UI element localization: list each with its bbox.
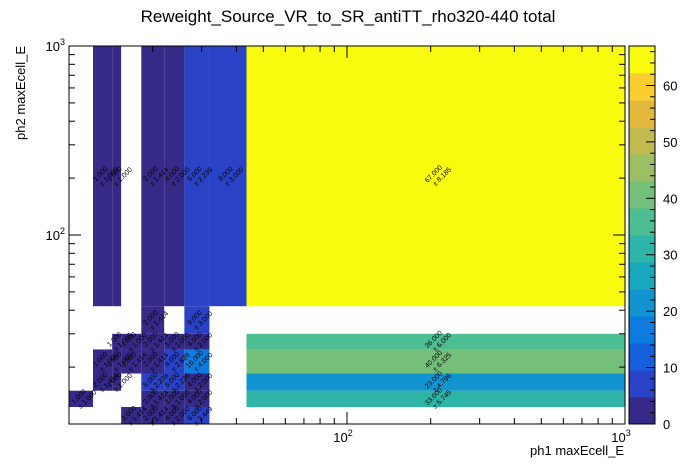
heatmap-cell — [121, 349, 142, 374]
colorbar-tick-label: 40 — [663, 191, 677, 206]
heatmap-cell — [141, 373, 165, 391]
heatmap-cell — [164, 349, 185, 374]
y-tick-label: 102 — [46, 226, 65, 243]
heatmap-cell — [112, 373, 122, 391]
heatmap-cell — [246, 46, 626, 307]
heatmap-cell — [141, 390, 165, 408]
heatmap-cell — [164, 373, 185, 391]
colorbar-segment — [629, 289, 655, 317]
colorbar-segment — [629, 208, 655, 236]
heatmap-cell — [141, 306, 165, 334]
heatmap-cell — [141, 349, 165, 374]
heatmap-cell — [93, 373, 113, 391]
x-tick-label: 102 — [333, 428, 352, 445]
colorbar-segment — [629, 154, 655, 182]
colorbar-segment — [629, 181, 655, 209]
heatmap-cell — [121, 333, 142, 350]
heatmap-cell — [184, 407, 210, 424]
heatmap-cell — [164, 333, 185, 350]
y-axis-label: ph2 maxEcell_E — [13, 46, 28, 140]
heatmap-cell — [246, 349, 626, 374]
heatmap-cell — [246, 390, 626, 408]
colorbar-tick-label: 0 — [663, 417, 670, 432]
colorbar-tick-label: 20 — [663, 304, 677, 319]
heatmap-cell — [246, 333, 626, 350]
colorbar-segment — [629, 46, 655, 74]
colorbar-segment — [629, 127, 655, 155]
heatmap-cell — [184, 373, 210, 391]
heatmap-cell — [164, 407, 185, 424]
colorbar-tick-label: 30 — [663, 248, 677, 263]
colorbar-frame — [628, 45, 656, 425]
colorbar: 0 10 20 30 40 50 60 — [628, 45, 677, 432]
heatmap-cell — [141, 333, 165, 350]
heatmap-cell — [184, 333, 210, 350]
heatmap-cells — [69, 46, 626, 424]
x-tick-label: 103 — [611, 428, 630, 445]
heatmap-cell — [69, 390, 94, 408]
heatmap-cell — [246, 373, 626, 391]
chart-title: Reweight_Source_VR_to_SR_antiTT_rho320-4… — [141, 7, 556, 26]
colorbar-segment — [629, 73, 655, 101]
heatmap-cell — [164, 46, 185, 307]
heatmap-cell — [209, 46, 247, 307]
heatmap-cell — [184, 306, 210, 334]
axes: 102 103 102 103 — [46, 37, 631, 445]
colorbar-tick-label: 10 — [663, 361, 677, 376]
heatmap-cell — [184, 46, 210, 307]
heatmap-cell — [93, 46, 113, 307]
heatmap-cell — [141, 46, 165, 307]
heatmap-cell — [184, 349, 210, 374]
x-axis-label: ph1 maxEcell_E — [530, 443, 624, 458]
heatmap-cell — [112, 46, 122, 307]
heatmap-cell — [121, 407, 142, 424]
heatmap-cell — [112, 349, 122, 374]
heatmap-cell — [164, 390, 185, 408]
y-tick-label: 103 — [46, 37, 65, 54]
heatmap-cell — [112, 333, 122, 350]
colorbar-tick-label: 60 — [663, 78, 677, 93]
colorbar-segment — [629, 262, 655, 290]
colorbar-segment — [629, 316, 655, 344]
colorbar-segment — [629, 100, 655, 128]
heatmap-cell — [93, 349, 113, 374]
colorbar-segment — [629, 235, 655, 263]
colorbar-tick-label: 50 — [663, 135, 677, 150]
heatmap-cell — [141, 407, 165, 424]
colorbar-segment — [629, 370, 655, 398]
heatmap-cell — [184, 390, 210, 408]
